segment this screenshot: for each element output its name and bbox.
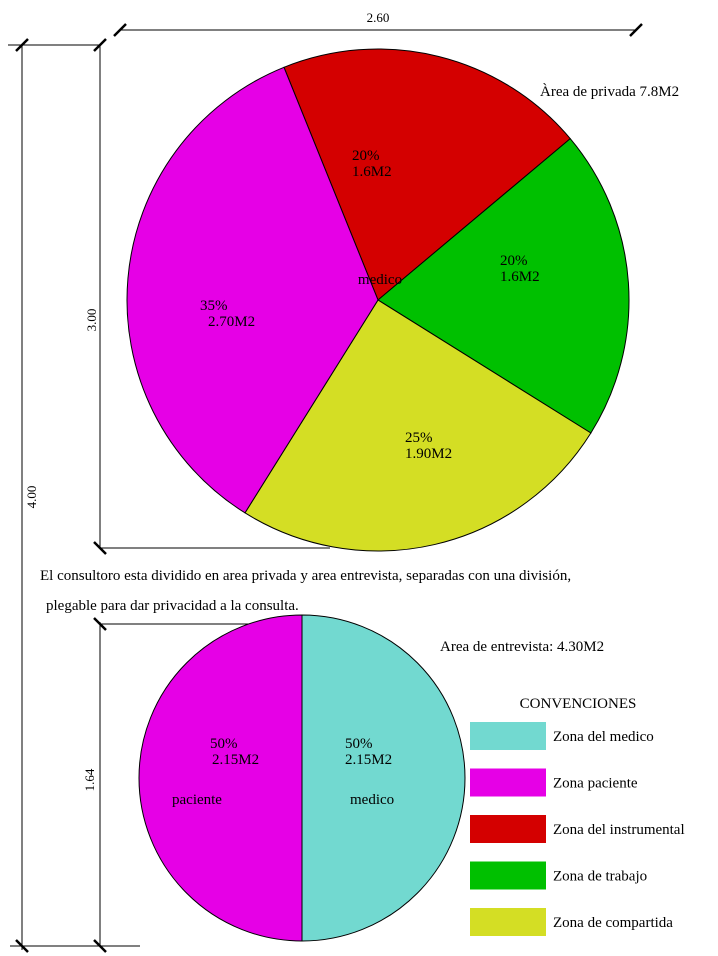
slice-percent: 20%	[500, 253, 528, 269]
center-label: medico	[358, 272, 402, 288]
pie-title: Area de entrevista: 4.30M2	[440, 639, 604, 655]
slice-name: paciente	[172, 792, 222, 808]
pie-slice	[138, 614, 303, 942]
slice-name: medico	[350, 792, 394, 808]
dimension-label: 2.60	[367, 10, 390, 25]
pie-title: Àrea de privada 7.8M2	[540, 83, 679, 100]
legend-title: CONVENCIONES	[520, 696, 637, 712]
slice-percent: 35%	[200, 298, 228, 314]
pie-slice	[126, 66, 379, 514]
legend-swatch	[470, 722, 546, 750]
slice-percent: 20%	[352, 148, 380, 164]
slice-area: 2.15M2	[345, 752, 392, 768]
legend-swatch	[470, 908, 546, 936]
note-line: El consultoro esta dividido en area priv…	[40, 568, 571, 584]
legend-label: Zona paciente	[553, 776, 638, 792]
legend-label: Zona del medico	[553, 729, 654, 745]
slice-percent: 50%	[345, 736, 373, 752]
pie-slice	[377, 137, 630, 434]
legend-label: Zona del instrumental	[553, 822, 685, 838]
pie-slice	[283, 48, 571, 301]
legend-swatch	[470, 861, 546, 890]
slice-area: 2.15M2	[212, 752, 259, 768]
slice-area: 2.70M2	[208, 314, 255, 330]
pie-slice	[244, 299, 592, 552]
legend-swatch	[470, 768, 546, 797]
dimension-label: 4.00	[24, 486, 39, 509]
dimension-label: 3.00	[84, 309, 99, 332]
slice-area: 1.90M2	[405, 446, 452, 462]
dimension-lines	[8, 23, 643, 953]
legend-label: Zona de compartida	[553, 915, 673, 931]
legend-label: Zona de trabajo	[553, 869, 647, 885]
note-line: plegable para dar privacidad a la consul…	[46, 598, 299, 614]
legend-swatch	[470, 815, 546, 843]
slice-percent: 25%	[405, 430, 433, 446]
slice-area: 1.6M2	[352, 164, 392, 180]
dimension-label: 1.64	[82, 768, 97, 791]
slice-area: 1.6M2	[500, 269, 540, 285]
pie-slice	[301, 614, 466, 942]
slice-percent: 50%	[210, 736, 238, 752]
